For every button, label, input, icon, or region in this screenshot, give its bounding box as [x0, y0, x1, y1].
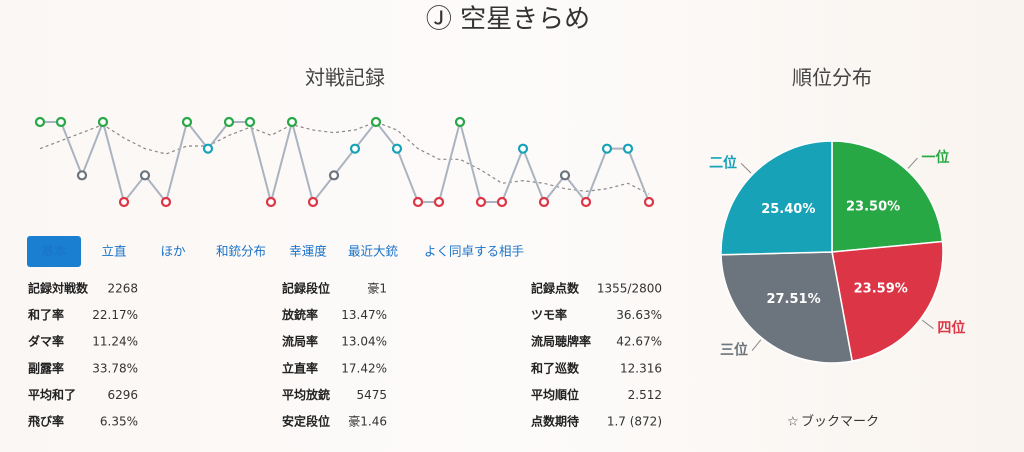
rank-point: [97, 116, 109, 128]
stat-label: 記録対戦数: [28, 281, 89, 296]
stat-label: 流局率: [282, 334, 318, 349]
rank-point: [328, 170, 340, 181]
pie-slice: [831, 140, 944, 253]
stat-label: 副露率: [28, 360, 64, 375]
rank-point: [475, 196, 487, 208]
leader-line: [921, 319, 934, 329]
rank-point: [139, 170, 151, 181]
rank-point: [118, 196, 130, 208]
pie-category-label: 一位: [921, 149, 949, 166]
pie-value-label: 23.59%: [854, 281, 908, 296]
rank-line: [40, 118, 650, 206]
pie-slice: [720, 251, 854, 364]
stat-label: ダマ率: [28, 334, 64, 349]
stat-label: 平均和了: [28, 387, 76, 402]
stat-value: 17.42%: [341, 361, 387, 375]
rank-point: [517, 143, 529, 154]
pie-title: 順位分布: [792, 66, 872, 90]
stat-value: 1.7 (872): [607, 415, 662, 429]
stat-value: 42.67%: [616, 335, 662, 349]
rank-point: [622, 143, 634, 154]
tab[interactable]: ほか: [160, 244, 186, 259]
rank-point: [223, 116, 235, 128]
stat-label: 平均放銃: [282, 387, 330, 402]
pie-value-label: 25.40%: [761, 202, 815, 217]
stat-label: 平均順位: [531, 387, 579, 402]
stat-value: 11.24%: [92, 335, 138, 349]
rank-point: [391, 143, 403, 154]
stat-label: 流局聴牌率: [531, 334, 591, 349]
tab[interactable]: 幸運度: [289, 244, 327, 259]
tab[interactable]: 和銃分布: [216, 244, 266, 259]
rank-point: [265, 196, 277, 208]
stat-value: 6296: [107, 388, 138, 402]
stat-value: 2.512: [628, 388, 662, 402]
stat-label: 立直率: [282, 360, 318, 375]
tab[interactable]: 最近大銃: [348, 244, 399, 259]
stat-value: 2268: [107, 282, 138, 296]
tab-active-bg: [27, 236, 81, 267]
rank-point: [433, 196, 445, 208]
rank-point: [601, 143, 613, 154]
stat-label: 和了率: [27, 307, 64, 322]
stat-value: 22.17%: [92, 308, 138, 322]
record-title: 対戦記録: [305, 66, 385, 90]
stat-label: 放銃率: [281, 307, 318, 322]
stat-value: 13.04%: [341, 335, 387, 349]
tab[interactable]: 立直: [101, 244, 126, 259]
stat-value: 36.63%: [616, 308, 662, 322]
stat-value: 33.78%: [92, 361, 138, 375]
stat-value: 豪1.46: [348, 414, 387, 429]
pie-slice: [720, 140, 833, 256]
pie-value-label: 27.51%: [766, 292, 820, 307]
rank-point: [307, 196, 319, 208]
rank-point: [538, 196, 550, 208]
tab[interactable]: よく同卓する相手: [424, 244, 524, 259]
pie-value-label: 23.50%: [846, 199, 900, 214]
stat-label: ツモ率: [531, 307, 567, 322]
page-title: Ⓙ 空星きらめ: [426, 5, 590, 35]
stat-label: 和了巡数: [530, 360, 580, 375]
stat-label: 飛び率: [27, 414, 64, 429]
rank-point: [160, 196, 172, 208]
rank-point: [76, 170, 88, 181]
stat-value: 13.47%: [341, 308, 387, 322]
tab[interactable]: 基本: [41, 244, 67, 259]
pie-slice: [831, 240, 944, 363]
pie-category-label: 三位: [720, 342, 748, 359]
rank-point: [370, 116, 382, 128]
leader-line: [751, 339, 762, 351]
rank-point: [580, 196, 592, 208]
rank-point: [34, 116, 46, 128]
stat-label: 記録段位: [282, 281, 330, 296]
rank-point: [643, 196, 655, 208]
pie-category-label: 四位: [937, 320, 965, 337]
stat-label: 安定段位: [282, 414, 330, 429]
pie-category-label: 二位: [709, 154, 737, 171]
rank-point: [496, 196, 508, 208]
stat-value: 12.316: [620, 361, 662, 375]
rank-point: [412, 196, 424, 208]
stat-label: 点数期待: [531, 414, 579, 429]
rank-point: [202, 143, 214, 154]
rank-point: [181, 116, 193, 128]
stat-value: 6.35%: [100, 415, 138, 429]
average-line: [39, 121, 650, 195]
rank-point: [454, 116, 466, 128]
rank-point: [559, 170, 571, 181]
stat-value: 1355/2800: [597, 282, 662, 296]
bookmark[interactable]: ブックマーク: [801, 414, 879, 430]
stat-value: 5475: [356, 388, 387, 402]
rank-point: [286, 116, 298, 128]
leader-line: [740, 162, 752, 174]
rank-point: [349, 143, 361, 154]
rank-point: [244, 116, 256, 128]
stat-label: 記録点数: [531, 281, 580, 296]
star-icon[interactable]: ☆: [787, 415, 799, 430]
rank-point: [55, 116, 67, 128]
stat-value: 豪1: [367, 281, 387, 296]
leader-line: [907, 157, 918, 169]
